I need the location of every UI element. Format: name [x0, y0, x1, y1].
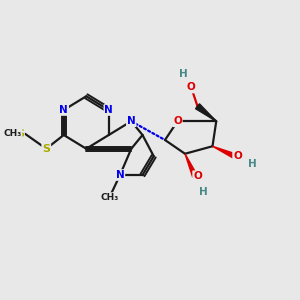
Polygon shape	[185, 154, 197, 177]
Text: O: O	[193, 171, 202, 181]
Text: O: O	[233, 151, 242, 161]
Polygon shape	[196, 104, 216, 121]
Text: H: H	[200, 188, 208, 197]
Text: O: O	[173, 116, 182, 126]
Text: N: N	[127, 116, 136, 126]
Text: N: N	[59, 105, 68, 115]
Text: O: O	[187, 82, 196, 92]
Text: N: N	[104, 105, 113, 115]
Text: H: H	[179, 69, 188, 79]
Polygon shape	[212, 146, 236, 158]
Text: CH₃: CH₃	[101, 193, 119, 202]
Text: S: S	[42, 144, 50, 154]
Text: N: N	[116, 170, 124, 180]
Text: CH₃: CH₃	[3, 129, 22, 138]
Text: H: H	[248, 159, 257, 169]
Text: S: S	[16, 129, 24, 139]
